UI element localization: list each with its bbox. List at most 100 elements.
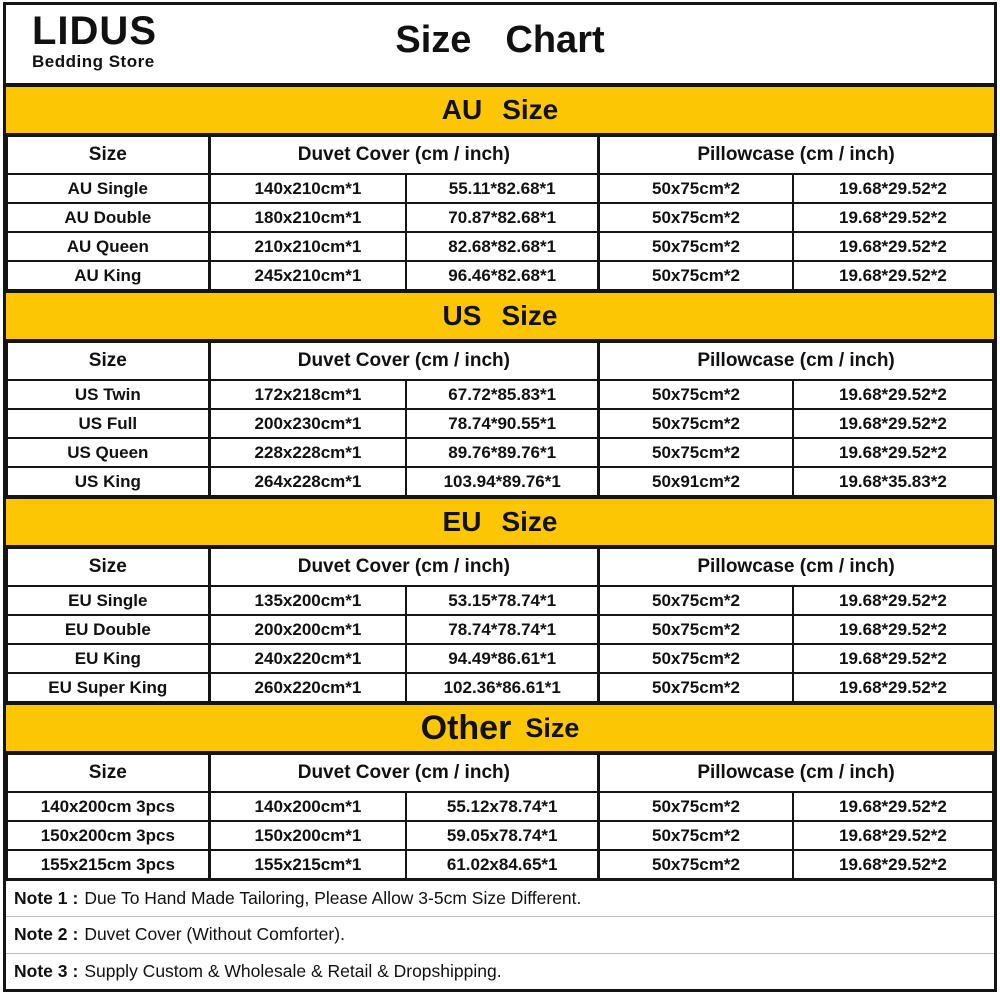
pillowcase-cm-cell: 50x75cm*2 <box>597 408 794 439</box>
banner-word1: AU <box>441 94 483 125</box>
table-row: US Full 200x230cm*1 78.74*90.55*1 50x75cm*2… <box>5 408 995 439</box>
table-row: 140x200cm 3pcs 140x200cm*1 55.12x78.74*1 50… <box>5 791 995 822</box>
duvet-inch-cell: 55.12x78.74*1 <box>405 791 600 822</box>
duvet-cm-cell: 140x210cm*1 <box>207 173 408 204</box>
size-cell: 140x200cm 3pcs <box>5 791 211 822</box>
table-header-row: Size Duvet Cover (cm / inch) Pillowcase (c… <box>5 753 995 793</box>
banner-word1: EU <box>442 506 482 537</box>
size-column-header: Size <box>5 341 211 381</box>
duvet-inch-cell: 70.87*82.68*1 <box>405 202 600 233</box>
duvet-cm-cell: 210x210cm*1 <box>207 231 408 262</box>
pillowcase-inch-cell: 19.68*29.52*2 <box>791 585 995 616</box>
table-row: EU King 240x220cm*1 94.49*86.61*1 50x75cm*2… <box>5 643 995 674</box>
duvet-inch-cell: 96.46*82.68*1 <box>405 260 600 291</box>
duvet-column-header: Duvet Cover (cm / inch) <box>207 135 600 175</box>
size-cell: 155x215cm 3pcs <box>5 849 211 880</box>
duvet-cm-cell: 200x230cm*1 <box>207 408 408 439</box>
pillowcase-inch-cell: 19.68*29.52*2 <box>791 820 995 851</box>
pillowcase-inch-cell: 19.68*29.52*2 <box>791 202 995 233</box>
logo-name: LIDUS <box>32 9 157 53</box>
duvet-cm-cell: 180x210cm*1 <box>207 202 408 233</box>
size-cell: AU King <box>5 260 211 291</box>
pillowcase-cm-cell: 50x75cm*2 <box>597 849 794 880</box>
duvet-inch-cell: 78.74*90.55*1 <box>405 408 600 439</box>
size-cell: EU King <box>5 643 211 674</box>
page-title: Size Chart <box>6 19 994 62</box>
duvet-inch-cell: 53.15*78.74*1 <box>405 585 600 616</box>
pillowcase-column-header: Pillowcase (cm / inch) <box>597 547 995 587</box>
note-separator: : <box>72 924 79 945</box>
size-cell: AU Queen <box>5 231 211 262</box>
pillowcase-inch-cell: 19.68*29.52*2 <box>791 173 995 204</box>
size-cell: US Twin <box>5 379 211 410</box>
size-cell: US Full <box>5 408 211 439</box>
pillowcase-cm-cell: 50x91cm*2 <box>597 466 794 497</box>
duvet-column-header: Duvet Cover (cm / inch) <box>207 753 600 793</box>
other-size-banner: Other Size <box>6 703 994 753</box>
size-cell: AU Double <box>5 202 211 233</box>
banner-word2: Size <box>525 712 580 743</box>
duvet-inch-cell: 61.02x84.65*1 <box>405 849 600 880</box>
notes-area: Note 1: Due To Hand Made Tailoring, Pleas… <box>6 880 994 989</box>
banner-word1: US <box>442 300 482 331</box>
pillowcase-cm-cell: 50x75cm*2 <box>597 379 794 410</box>
eu-size-banner: EU Size <box>6 497 994 547</box>
pillowcase-inch-cell: 19.68*29.52*2 <box>791 614 995 645</box>
size-column-header: Size <box>5 135 211 175</box>
note-label: Note 2 <box>14 924 68 945</box>
pillowcase-inch-cell: 19.68*29.52*2 <box>791 379 995 410</box>
size-cell: AU Single <box>5 173 211 204</box>
duvet-inch-cell: 94.49*86.61*1 <box>405 643 600 674</box>
table-row: 150x200cm 3pcs 150x200cm*1 59.05x78.74*1 50… <box>5 820 995 851</box>
size-cell: EU Double <box>5 614 211 645</box>
size-cell: US Queen <box>5 437 211 468</box>
note-label: Note 3 <box>14 960 68 981</box>
note-row: Note 1: Due To Hand Made Tailoring, Pleas… <box>6 881 994 916</box>
pillowcase-cm-cell: 50x75cm*2 <box>597 820 794 851</box>
au-size-banner: AU Size <box>6 85 994 135</box>
size-column-header: Size <box>5 753 211 793</box>
note-text: Due To Hand Made Tailoring, Please Allow… <box>84 888 582 909</box>
pillowcase-cm-cell: 50x75cm*2 <box>597 614 794 645</box>
duvet-cm-cell: 200x200cm*1 <box>207 614 408 645</box>
duvet-inch-cell: 103.94*89.76*1 <box>405 466 600 497</box>
size-column-header: Size <box>5 547 211 587</box>
other-size-table: Size Duvet Cover (cm / inch) Pillowcase (c… <box>5 753 995 880</box>
banner-word2: Size <box>502 94 559 125</box>
size-cell: 150x200cm 3pcs <box>5 820 211 851</box>
duvet-inch-cell: 59.05x78.74*1 <box>405 820 600 851</box>
table-header-row: Size Duvet Cover (cm / inch) Pillowcase (c… <box>5 341 995 381</box>
duvet-cm-cell: 245x210cm*1 <box>207 260 408 291</box>
note-text: Supply Custom & Wholesale & Retail & Dro… <box>84 960 502 981</box>
table-row: EU Single 135x200cm*1 53.15*78.74*1 50x75cm… <box>5 585 995 616</box>
note-label: Note 1 <box>14 888 68 909</box>
pillowcase-cm-cell: 50x75cm*2 <box>597 585 794 616</box>
pillowcase-cm-cell: 50x75cm*2 <box>597 173 794 204</box>
page-title-word2: Chart <box>505 19 605 61</box>
pillowcase-inch-cell: 19.68*29.52*2 <box>791 437 995 468</box>
us-size-table: Size Duvet Cover (cm / inch) Pillowcase (c… <box>5 341 995 497</box>
table-header-row: Size Duvet Cover (cm / inch) Pillowcase (c… <box>5 135 995 175</box>
duvet-cm-cell: 150x200cm*1 <box>207 820 408 851</box>
duvet-cm-cell: 155x215cm*1 <box>207 849 408 880</box>
note-row: Note 2: Duvet Cover (Without Comforter). <box>6 916 994 952</box>
pillowcase-cm-cell: 50x75cm*2 <box>597 672 794 703</box>
table-header-row: Size Duvet Cover (cm / inch) Pillowcase (c… <box>5 547 995 587</box>
note-row: Note 3: Supply Custom & Wholesale & Retai… <box>6 952 994 989</box>
table-row: EU Super King 260x220cm*1 102.36*86.61*1 50… <box>5 672 995 703</box>
duvet-cm-cell: 240x220cm*1 <box>207 643 408 674</box>
pillowcase-inch-cell: 19.68*29.52*2 <box>791 849 995 880</box>
duvet-cm-cell: 135x200cm*1 <box>207 585 408 616</box>
pillowcase-inch-cell: 19.68*29.52*2 <box>791 643 995 674</box>
page-title-word1: Size <box>395 19 472 61</box>
table-row: US Twin 172x218cm*1 67.72*85.83*1 50x75cm*2… <box>5 379 995 410</box>
pillowcase-cm-cell: 50x75cm*2 <box>597 437 794 468</box>
pillowcase-cm-cell: 50x75cm*2 <box>597 231 794 262</box>
pillowcase-cm-cell: 50x75cm*2 <box>597 260 794 291</box>
note-separator: : <box>72 960 79 981</box>
pillowcase-inch-cell: 19.68*29.52*2 <box>791 672 995 703</box>
us-size-banner: US Size <box>6 291 994 341</box>
pillowcase-inch-cell: 19.68*35.83*2 <box>791 466 995 497</box>
au-size-table: Size Duvet Cover (cm / inch) Pillowcase (c… <box>5 135 995 291</box>
pillowcase-column-header: Pillowcase (cm / inch) <box>597 341 995 381</box>
